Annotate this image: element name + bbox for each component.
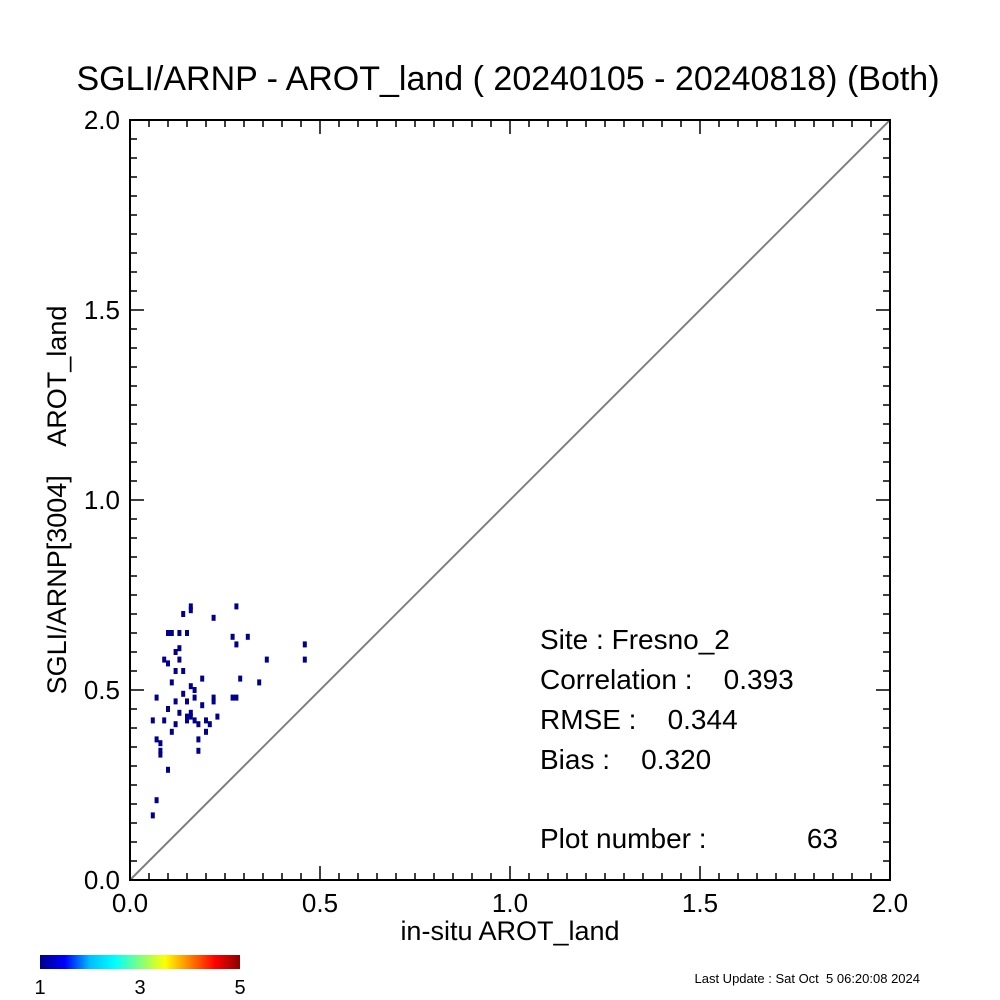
data-points [150, 603, 307, 819]
stats-panel: Site : Fresno_2 Correlation : 0.393 RMSE… [540, 624, 838, 854]
data-point [154, 736, 159, 743]
data-point [177, 709, 182, 716]
data-point [230, 633, 235, 640]
x-tick-labels: 0.0 0.5 1.0 1.5 2.0 [112, 888, 908, 918]
x-tick-label: 0.5 [302, 888, 338, 918]
data-point [200, 675, 205, 682]
data-point [302, 656, 307, 663]
data-point [234, 603, 239, 610]
x-axis-label: in-situ AROT_land [400, 916, 619, 946]
data-point [207, 721, 212, 728]
data-point [238, 675, 243, 682]
data-point [185, 717, 189, 724]
data-point [204, 728, 208, 735]
stats-rmse: RMSE : 0.344 [540, 704, 738, 735]
y-tick-label: 0.0 [84, 865, 120, 895]
data-point [158, 747, 163, 754]
data-point [181, 611, 186, 617]
data-point [173, 721, 178, 728]
data-point [185, 713, 189, 720]
data-point [196, 736, 201, 743]
data-point [169, 630, 174, 636]
data-point [188, 607, 193, 614]
stats-correlation: Correlation : 0.393 [540, 664, 794, 695]
y-tick-label: 0.5 [84, 675, 120, 705]
data-point [154, 694, 159, 701]
data-point [166, 660, 170, 667]
data-point [192, 717, 197, 724]
data-point [177, 656, 182, 663]
data-point [302, 641, 307, 648]
data-point [166, 706, 170, 712]
data-point [211, 614, 216, 621]
y-tick-labels: 0.0 0.5 1.0 1.5 2.0 [84, 105, 120, 895]
data-point [188, 603, 193, 610]
colorbar [40, 955, 240, 969]
data-point [200, 702, 205, 709]
data-point [181, 690, 186, 697]
data-point [234, 694, 239, 701]
chart-title: SGLI/ARNP - AROT_land ( 20240105 - 20240… [76, 60, 939, 98]
data-point [173, 649, 178, 655]
colorbar-min-label: 1 [34, 977, 45, 999]
data-point [162, 717, 167, 724]
data-point [264, 656, 269, 663]
data-point [211, 698, 216, 705]
colorbar-max-label: 5 [234, 977, 245, 999]
colorbar-mid-label: 3 [134, 977, 145, 999]
data-point [166, 630, 170, 636]
data-point [211, 694, 216, 701]
data-point [158, 740, 163, 747]
x-tick-label: 0.0 [112, 888, 148, 918]
data-point [177, 630, 182, 636]
data-point [166, 766, 170, 773]
data-point [185, 698, 189, 705]
data-point [192, 694, 197, 701]
data-point [158, 751, 163, 758]
data-point [150, 812, 155, 819]
plot-frame [129, 119, 891, 881]
stats-plot-number-label: Plot number : [540, 823, 707, 854]
data-point [234, 641, 239, 648]
last-update-text: Last Update : Sat Oct 5 06:20:08 2024 [695, 971, 921, 986]
y-tick-label: 1.0 [84, 485, 120, 515]
data-point [215, 713, 220, 720]
stats-site: Site : Fresno_2 [540, 624, 730, 655]
data-point [173, 668, 178, 674]
data-point [196, 747, 201, 754]
data-point [185, 630, 189, 636]
data-point [162, 656, 167, 663]
data-point [169, 679, 174, 686]
data-point [188, 683, 193, 690]
y-axis-label: SGLI/ARNP[3004] AROT_land [42, 306, 72, 695]
data-point [192, 687, 197, 693]
data-point [245, 633, 250, 640]
data-point [230, 694, 235, 701]
one-to-one-line [129, 119, 891, 881]
x-tick-label: 1.5 [682, 888, 718, 918]
data-point [181, 668, 186, 674]
data-point [188, 713, 193, 720]
data-point [196, 721, 201, 728]
data-point [177, 645, 182, 652]
axis-ticks [129, 119, 891, 881]
data-point [173, 698, 178, 705]
data-point [257, 679, 262, 686]
data-point [169, 728, 174, 735]
data-point [188, 709, 193, 716]
y-tick-label: 1.5 [84, 295, 120, 325]
stats-bias: Bias : 0.320 [540, 744, 711, 775]
y-tick-label: 2.0 [84, 105, 120, 135]
x-tick-label: 1.0 [492, 888, 528, 918]
stats-plot-number-value: 63 [807, 823, 838, 854]
data-point [154, 797, 159, 804]
data-point [204, 717, 208, 724]
x-tick-label: 2.0 [872, 888, 908, 918]
data-point [150, 717, 155, 724]
